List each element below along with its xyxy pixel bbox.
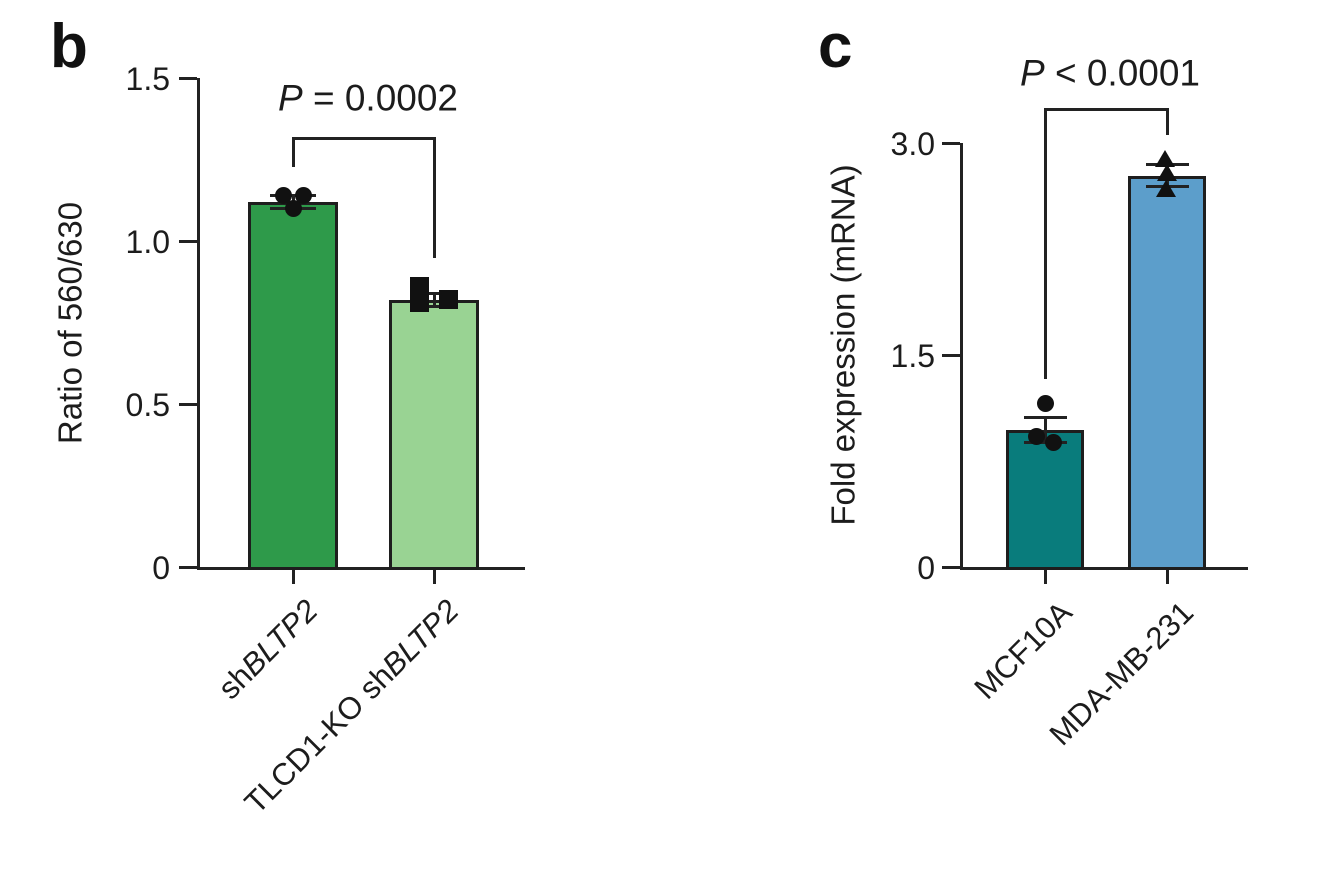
y-tick-c-0 — [942, 565, 960, 569]
y-tick-b-2 — [179, 239, 197, 243]
y-axis-title-c: Fold expression (mRNA) — [824, 164, 862, 526]
y-tick-b-0 — [179, 565, 197, 569]
error-bar-cap-top-b-1 — [411, 291, 457, 295]
data-point-triangle-c-1-0 — [1155, 150, 1175, 168]
y-axis-title-b: Ratio of 560/630 — [51, 201, 89, 445]
bar-c-1 — [1128, 175, 1206, 570]
sig-bracket-left-c — [1043, 108, 1047, 379]
x-category-label-b-0: shBLTP2 — [211, 592, 325, 706]
y-tick-b-1 — [179, 402, 197, 406]
x-tick-b-1 — [432, 570, 436, 584]
data-point-circle-b-0-1 — [294, 186, 312, 204]
bar-c-0 — [1006, 429, 1084, 570]
p-value-segment: < 0.0001 — [1044, 52, 1201, 94]
x-category-label-segment: TLCD1-KO sh — [237, 657, 400, 821]
x-category-label-segment: BLTP2 — [234, 592, 325, 683]
x-axis-line-c — [960, 567, 1248, 570]
panel-letter-b: b — [50, 12, 88, 81]
error-bar-cap-top-c-0 — [1023, 415, 1067, 419]
x-tick-b-0 — [291, 570, 295, 584]
panel-letter-c: c — [818, 12, 853, 81]
p-value-label-b: P = 0.0002 — [278, 80, 458, 117]
data-point-circle-b-0-2 — [284, 199, 302, 217]
error-bar-cap-bottom-b-1 — [411, 304, 457, 308]
y-axis-line-c — [960, 143, 963, 570]
data-point-circle-c-0-1 — [1027, 428, 1045, 446]
x-axis-line-b — [197, 567, 525, 570]
p-value-segment: = 0.0002 — [302, 77, 459, 119]
y-tick-label-b-2: 1.0 — [125, 224, 170, 260]
data-point-circle-c-0-0 — [1036, 394, 1054, 412]
data-point-triangle-c-1-1 — [1157, 164, 1177, 182]
data-point-circle-c-0-2 — [1044, 434, 1062, 452]
sig-bracket-right-b — [432, 137, 436, 258]
error-bar-stem-b-1 — [432, 293, 436, 307]
data-point-triangle-c-1-2 — [1156, 179, 1176, 197]
error-bar-stem-c-0 — [1043, 417, 1047, 443]
error-bar-cap-top-b-0 — [270, 193, 316, 197]
sig-bracket-top-c — [1043, 108, 1169, 111]
p-value-label-c: P < 0.0001 — [1020, 55, 1200, 92]
y-tick-c-2 — [942, 141, 960, 145]
p-value-segment: P — [277, 77, 303, 119]
y-tick-label-c-1: 1.5 — [890, 338, 935, 374]
y-tick-label-c-0: 0 — [917, 550, 935, 586]
sig-bracket-left-b — [291, 137, 295, 167]
bar-b-0 — [248, 201, 338, 570]
sig-bracket-top-b — [291, 137, 436, 140]
data-point-square-b-1-1 — [438, 290, 458, 310]
y-tick-label-b-0: 0 — [152, 550, 170, 586]
y-tick-b-3 — [179, 76, 197, 80]
p-value-segment: P — [1019, 52, 1045, 94]
sig-bracket-right-c — [1165, 108, 1169, 135]
x-category-label-segment: BLTP2 — [375, 592, 466, 683]
data-point-square-b-1-2 — [409, 293, 429, 313]
y-tick-label-c-2: 3.0 — [890, 126, 935, 162]
data-point-circle-b-0-0 — [274, 186, 292, 204]
bar-b-1 — [389, 299, 479, 570]
x-category-label-c-0: MCF10A — [967, 594, 1079, 706]
x-category-label-segment: MCF10A — [967, 594, 1079, 706]
data-point-square-b-1-0 — [409, 277, 429, 297]
y-axis-line-b — [197, 78, 200, 570]
y-tick-c-1 — [942, 353, 960, 357]
x-tick-c-0 — [1043, 570, 1047, 584]
x-tick-c-1 — [1165, 570, 1169, 584]
y-tick-label-b-1: 0.5 — [125, 387, 170, 423]
y-tick-label-b-3: 1.5 — [125, 61, 170, 97]
